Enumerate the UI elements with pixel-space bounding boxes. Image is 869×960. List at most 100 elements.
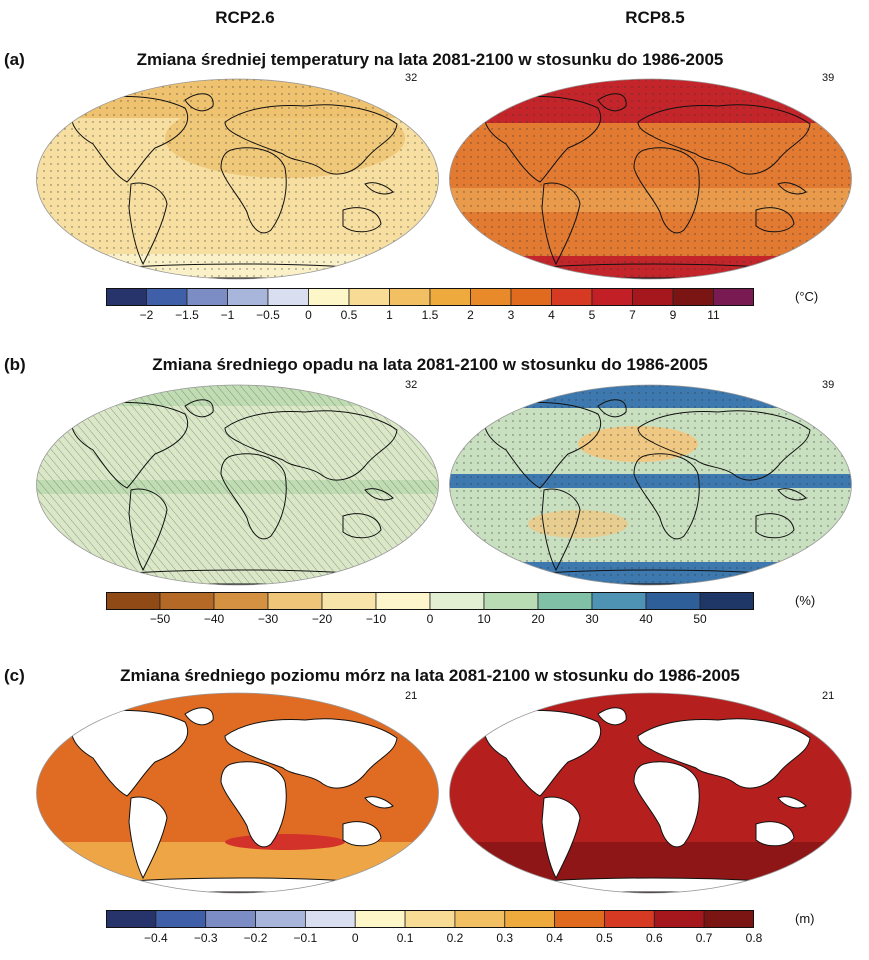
continent-outline (224, 718, 398, 789)
continent-outline (71, 95, 189, 183)
map-c-rcp85 (449, 692, 852, 894)
map-b-rcp26 (36, 384, 439, 586)
colorbar-a-swatch (713, 288, 754, 306)
colorbar-a-tick: 1.5 (421, 308, 439, 322)
continent-outline (777, 182, 807, 195)
colorbar-a-tick: −0.5 (256, 308, 280, 322)
colorbar-c-swatch (106, 910, 157, 928)
colorbar-c-tick: 0 (351, 931, 359, 945)
colorbar-c-tick: 0.8 (745, 931, 763, 945)
continent-outline (220, 453, 287, 540)
continent-outline (633, 147, 700, 234)
continent-outline (224, 104, 398, 175)
colorbar-a-swatch (591, 288, 633, 306)
continent-outline (342, 207, 382, 233)
continent-outline (484, 709, 602, 797)
continent-outline (184, 707, 214, 726)
continent-outline (184, 93, 214, 112)
continent-outline (541, 182, 581, 266)
colorbar-b-swatch (591, 592, 647, 610)
colorbar-b-swatch (321, 592, 377, 610)
colorbar-a-swatch (227, 288, 269, 306)
colorbar-c-tick: 0.6 (645, 931, 663, 945)
colorbar-c-swatch (454, 910, 506, 928)
colorbar-a-tick: 4 (548, 308, 555, 322)
colorbar-a-tick: 1 (386, 308, 393, 322)
continent-outline (71, 401, 189, 489)
colorbar-a-tick: 7 (629, 308, 636, 322)
colorbar-b-tick: −50 (149, 612, 171, 626)
panel-c-left-count: 21 (405, 690, 418, 702)
map-c-rcp26 (36, 692, 439, 894)
colorbar-b-tick: −20 (311, 612, 333, 626)
colorbar-a-tick: 5 (588, 308, 596, 322)
continent-outline (364, 796, 394, 809)
continent-outline (128, 182, 168, 266)
colorbar-c-swatch (304, 910, 356, 928)
colorbar-a-tick: −1.5 (175, 308, 199, 322)
colorbar-a-swatch (106, 288, 147, 306)
colorbar-a-swatch (348, 288, 390, 306)
colorbar-a-tick: 0.5 (340, 308, 358, 322)
scenario-header-left: RCP2.6 (215, 8, 275, 27)
panel-b-title: Zmiana średniego opadu na lata 2081-2100… (152, 355, 708, 374)
colorbar-c-ticks: −0.4 −0.3 −0.2 −0.1 0 0.1 0.2 0.3 0.4 0.5 0.6 0.7 0.… (106, 931, 762, 947)
colorbar-b-tick: 20 (531, 612, 545, 626)
continent-outline (633, 761, 700, 848)
colorbar-b-tick: 0 (426, 612, 434, 626)
colorbar-c-swatch (703, 910, 754, 928)
continent-outline (777, 796, 807, 809)
continent-outline (220, 761, 287, 848)
colorbar-c-tick: −0.1 (293, 931, 318, 945)
colorbar-b-swatch (537, 592, 593, 610)
panel-a-title: Zmiana średniej temperatury na lata 2081… (136, 50, 724, 69)
colorbar-b-swatch (699, 592, 754, 610)
continent-outline (224, 410, 398, 481)
continent-outline (597, 399, 627, 418)
colorbar-b-swatch (483, 592, 539, 610)
continent-outline (342, 513, 382, 539)
colorbar-b-swatch (645, 592, 701, 610)
colorbar-a-swatch (267, 288, 309, 306)
continent-outline (484, 95, 602, 183)
colorbar-c-tick: 0.1 (396, 931, 414, 945)
colorbar-c-swatch (255, 910, 306, 928)
colorbar-b-tick: −10 (365, 612, 387, 626)
continent-outline (637, 410, 811, 481)
colorbar-b-swatch (375, 592, 431, 610)
continent-outline (184, 399, 214, 418)
colorbar-a-swatch (186, 288, 228, 306)
colorbar-c (106, 910, 754, 928)
colorbar-a-swatch (389, 288, 431, 306)
continent-outline (637, 718, 811, 789)
colorbar-a-swatch (551, 288, 593, 306)
colorbar-c-tick: 0.4 (546, 931, 563, 945)
panel-c-right-count: 21 (822, 690, 835, 702)
panel-c-title: Zmiana średniego poziomu mórz na lata 20… (120, 666, 740, 685)
colorbar-c-swatch (554, 910, 605, 928)
colorbar-c-swatch (604, 910, 655, 928)
colorbar-b (106, 592, 754, 610)
colorbar-c-swatch (504, 910, 556, 928)
colorbar-a-tick: 3 (507, 308, 515, 322)
continent-outline (128, 488, 168, 572)
colorbar-a-unit: (°C) (795, 289, 819, 304)
colorbar-a-tick: −2 (139, 308, 154, 322)
colorbar-a-swatch (429, 288, 471, 306)
colorbar-a-swatch (632, 288, 674, 306)
colorbar-a-swatch (470, 288, 512, 306)
continent-outline (71, 709, 189, 797)
continent-outline (755, 513, 795, 539)
colorbar-c-swatch (404, 910, 456, 928)
panel-b-left-count: 32 (405, 379, 418, 391)
colorbar-a-swatch (510, 288, 552, 306)
colorbar-a-swatch (308, 288, 350, 306)
panel-a-left-count: 32 (405, 72, 418, 84)
colorbar-a-tick: 0 (305, 308, 312, 322)
continent-outline (484, 401, 602, 489)
colorbar-b-tick: 10 (477, 612, 491, 626)
continent-outline (364, 182, 394, 195)
colorbar-a-ticks: −2 −1.5 −1 −0.5 0 0.5 1 1.5 2 3 4 5 7 9 11 (106, 308, 754, 324)
colorbar-b-tick: 50 (693, 612, 707, 626)
colorbar-b-tick: 30 (585, 612, 599, 626)
